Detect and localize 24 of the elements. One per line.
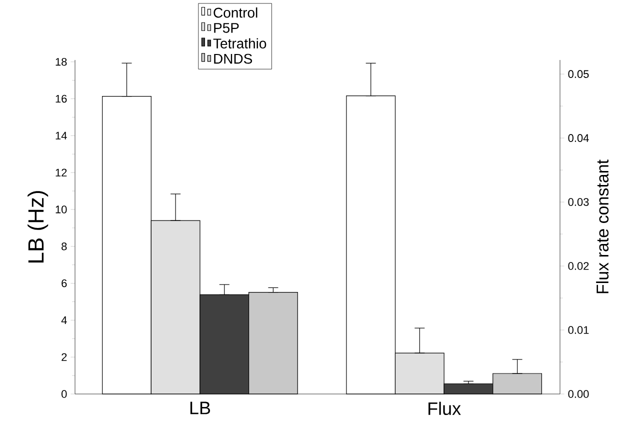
- legend-label: Tetrathio: [213, 38, 266, 48]
- y-axis-title: LB (Hz): [28, 191, 48, 262]
- y2-tick-label: 0.04: [568, 134, 589, 142]
- y2-tick-label: 0.05: [568, 70, 589, 78]
- legend-label: Control: [214, 7, 258, 18]
- y-tick-label: 10: [56, 206, 67, 214]
- x-tick-label: LB: [190, 402, 210, 414]
- y2-tick-label: 0.02: [568, 262, 589, 270]
- y-tick-label: 12: [56, 168, 67, 176]
- x-tick-label: Flux: [428, 402, 461, 415]
- y-tick-label: 0: [62, 390, 67, 398]
- y-tick-label: 6: [62, 279, 67, 288]
- legend-label: P5P: [214, 23, 239, 33]
- y-tick-label: 8: [62, 242, 67, 250]
- y-tick-label: 16: [56, 94, 67, 103]
- y2-tick-label: 0.03: [568, 198, 589, 206]
- y2-axis-title: Flux rate constant: [596, 160, 609, 294]
- legend-label: DNDS: [214, 54, 252, 64]
- y-tick-label: 2: [62, 353, 67, 361]
- y2-tick-label: 0.01: [568, 326, 589, 334]
- y-tick-label: 14: [56, 132, 67, 140]
- y-tick-label: 4: [61, 316, 67, 324]
- y-tick-label: 18: [56, 58, 67, 66]
- y2-tick-label: 0.00: [568, 390, 589, 398]
